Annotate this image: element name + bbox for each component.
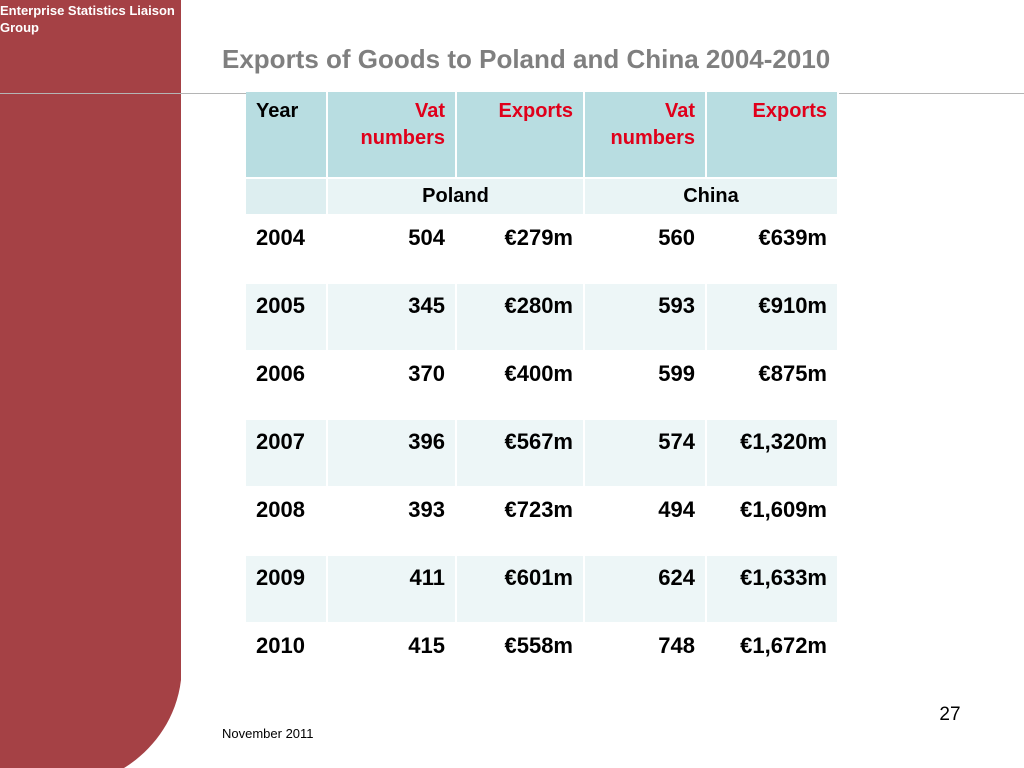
org-name: Enterprise Statistics Liaison Group	[0, 3, 175, 35]
cell-poland-exports: €601m	[457, 556, 585, 624]
cell-year: 2004	[246, 216, 328, 284]
cell-poland-exports: €279m	[457, 216, 585, 284]
page-number: 27	[939, 704, 961, 725]
cell-china-vat: 748	[585, 624, 707, 693]
cell-year: 2008	[246, 488, 328, 556]
header-china-exports: Exports	[707, 92, 839, 179]
cell-china-exports: €1,633m	[707, 556, 839, 624]
cell-china-vat: 599	[585, 352, 707, 420]
cell-year: 2009	[246, 556, 328, 624]
cell-poland-vat: 393	[328, 488, 457, 556]
cell-poland-exports: €567m	[457, 420, 585, 488]
cell-poland-exports: €723m	[457, 488, 585, 556]
cell-china-exports: €875m	[707, 352, 839, 420]
cell-china-exports: €1,320m	[707, 420, 839, 488]
cell-china-exports: €639m	[707, 216, 839, 284]
header-poland-exports: Exports	[457, 92, 585, 179]
cell-poland-exports: €280m	[457, 284, 585, 352]
group-china: China	[585, 179, 839, 216]
exports-table: Year Vat numbers Exports Vat numbers Exp…	[246, 92, 839, 693]
cell-poland-vat: 411	[328, 556, 457, 624]
cell-china-vat: 593	[585, 284, 707, 352]
cell-poland-vat: 345	[328, 284, 457, 352]
cell-poland-vat: 504	[328, 216, 457, 284]
cell-china-exports: €1,609m	[707, 488, 839, 556]
cell-poland-vat: 396	[328, 420, 457, 488]
cell-poland-vat: 370	[328, 352, 457, 420]
group-spacer	[246, 179, 328, 216]
cell-poland-exports: €400m	[457, 352, 585, 420]
cell-year: 2010	[246, 624, 328, 693]
cell-china-vat: 624	[585, 556, 707, 624]
footer-date: November 2011	[222, 726, 314, 741]
cell-china-exports: €1,672m	[707, 624, 839, 693]
cell-year: 2007	[246, 420, 328, 488]
slide-title: Exports of Goods to Poland and China 200…	[222, 44, 831, 74]
cell-poland-vat: 415	[328, 624, 457, 693]
cell-china-exports: €910m	[707, 284, 839, 352]
cell-china-vat: 560	[585, 216, 707, 284]
cell-china-vat: 494	[585, 488, 707, 556]
cell-poland-exports: €558m	[457, 624, 585, 693]
header-china-vat-numbers: Vat numbers	[585, 92, 707, 179]
header-poland-vat-numbers: Vat numbers	[328, 92, 457, 179]
side-band-shape	[0, 0, 181, 768]
header-year: Year	[246, 92, 328, 179]
cell-year: 2005	[246, 284, 328, 352]
side-band	[0, 0, 181, 768]
group-poland: Poland	[328, 179, 585, 216]
cell-year: 2006	[246, 352, 328, 420]
cell-china-vat: 574	[585, 420, 707, 488]
